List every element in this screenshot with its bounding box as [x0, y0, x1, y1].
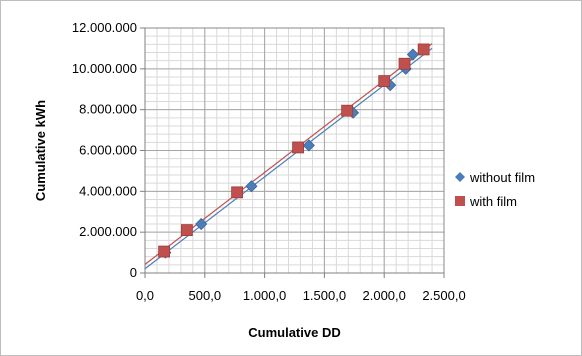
point-with-film	[292, 141, 304, 154]
point-with-film	[398, 57, 411, 70]
point-without-film	[245, 180, 258, 193]
x-tick-label: 1.000,0	[243, 288, 286, 303]
point-with-film	[180, 224, 193, 237]
y-tick-label: 8.000.000	[79, 102, 137, 117]
y-tick-label: 6.000.000	[79, 143, 137, 158]
y-tick-label: 0	[130, 265, 137, 280]
point-with-film	[231, 186, 243, 199]
y-tick-label: 4.000.000	[79, 183, 137, 198]
axes: 0,0 500,0 1.000,0 1.500,0 2.000,0 2.500,0 0 2.0…	[72, 20, 466, 303]
x-tick-label: 2.000,0	[363, 288, 406, 303]
legend-label-with-film: with film	[469, 194, 517, 209]
point-with-film	[158, 245, 171, 258]
x-tick-label: 1.500,0	[303, 288, 346, 303]
point-without-film	[302, 139, 315, 152]
legend-marker-with-film	[455, 196, 465, 206]
markers	[158, 43, 430, 259]
x-tick-label: 500,0	[189, 288, 222, 303]
y-axis-title: Cumulative kWh	[33, 100, 48, 201]
y-tick-label: 12.000.000	[72, 20, 137, 35]
x-tick-label: 0,0	[136, 288, 154, 303]
legend-label-without-film: without film	[469, 170, 535, 185]
point-without-film	[195, 217, 208, 231]
x-axis-title: Cumulative DD	[248, 325, 340, 340]
point-with-film	[378, 75, 391, 87]
y-tick-label: 2.000.000	[79, 224, 137, 239]
grid	[144, 27, 445, 274]
point-with-film	[341, 104, 354, 117]
x-tick-label: 2.500,0	[422, 288, 465, 303]
point-with-film	[417, 43, 430, 56]
legend-marker-without-film	[455, 172, 465, 182]
y-tick-label: 10.000.000	[72, 61, 137, 76]
point-without-film	[406, 48, 419, 61]
legend: without film with film	[455, 170, 535, 209]
